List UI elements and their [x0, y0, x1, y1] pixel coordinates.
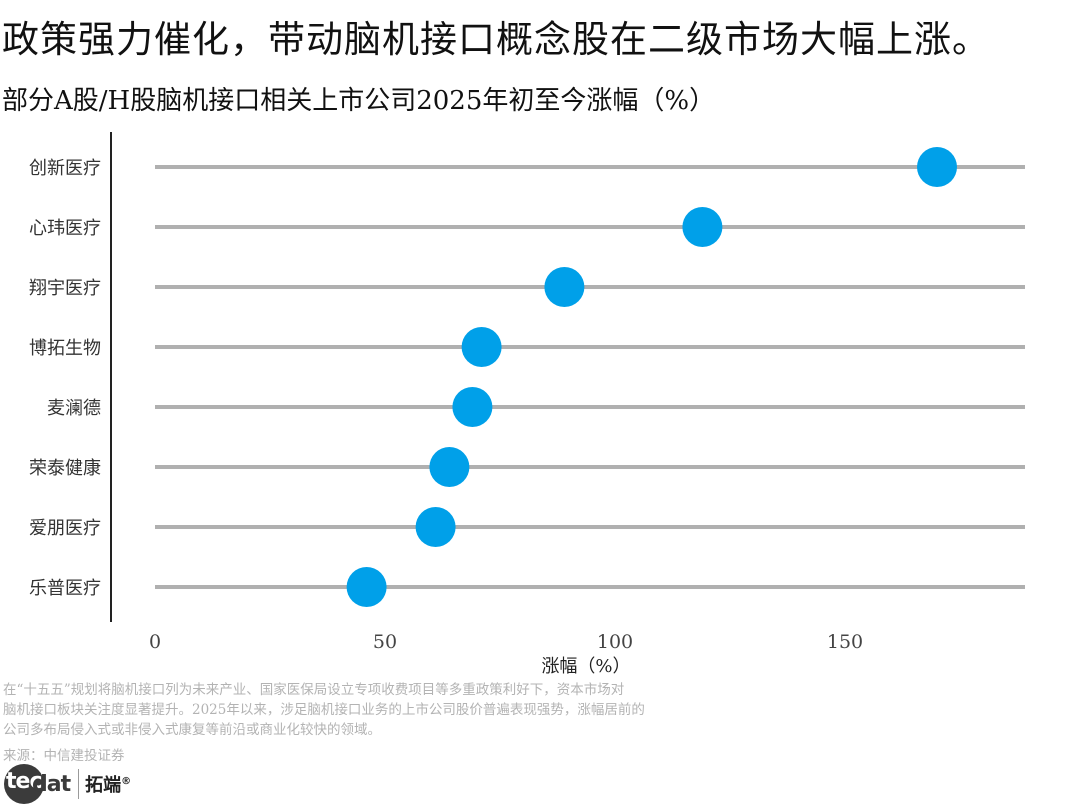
chart-row: 荣泰健康 [29, 447, 1025, 487]
y-tick-label: 心玮医疗 [29, 218, 101, 239]
data-point [461, 327, 502, 367]
footnote-line-1: 在“十五五”规划将脑机接口列为未来产业、国家医保局设立专项收费项目等多重政策利好… [3, 682, 625, 698]
chart-row: 翔宇医疗 [29, 267, 1025, 307]
logo-cn-name: 拓端 [85, 775, 122, 796]
page-title: 政策强力催化，带动脑机接口概念股在二级市场大幅上涨。 [2, 18, 990, 61]
y-tick-label: 乐普医疗 [29, 578, 101, 599]
data-point [415, 507, 456, 547]
source-note: 来源：中信建投证券 [3, 748, 125, 764]
y-tick-label: 创新医疗 [29, 158, 101, 179]
chart-row: 爱朋医疗 [29, 507, 1025, 547]
footnote: 在“十五五”规划将脑机接口列为未来产业、国家医保局设立专项收费项目等多重政策利好… [3, 680, 723, 740]
logo-tec-text: tec [6, 769, 42, 794]
chart-row: 心玮医疗 [29, 207, 1025, 247]
footnote-line-3: 公司多布局侵入式或非侵入式康复等前沿或商业化较快的领域。 [3, 722, 381, 738]
data-point [429, 447, 470, 487]
x-tick-label: 150 [827, 631, 863, 653]
data-point [544, 267, 585, 307]
chart-row: 博拓生物 [29, 327, 1025, 367]
data-point [452, 387, 493, 427]
chart-row: 创新医疗 [29, 147, 1025, 187]
chart-row: 乐普医疗 [29, 567, 1025, 607]
y-tick-label: 翔宇医疗 [29, 278, 101, 299]
y-tick-label: 博拓生物 [29, 338, 101, 359]
y-tick-label: 爱朋医疗 [29, 518, 101, 539]
brand-logo: tec dat 拓端® [4, 764, 131, 804]
footnote-line-2: 脑机接口板块关注度显著提升。2025年以来，涉足脑机接口业务的上市公司股价普遍表… [3, 702, 645, 718]
x-tick-label: 100 [597, 631, 633, 653]
chart-subtitle: 部分A股/H股脑机接口相关上市公司2025年初至今涨幅（%） [2, 86, 716, 116]
logo-cn-text: 拓端® [85, 771, 131, 797]
y-tick-label: 麦澜德 [47, 398, 101, 419]
y-tick-label: 荣泰健康 [29, 458, 101, 479]
chart-row: 麦澜德 [47, 387, 1025, 427]
x-axis-label: 涨幅（%） [541, 656, 630, 677]
logo-circle-icon [4, 764, 44, 804]
data-point [917, 147, 957, 187]
logo-registered-mark: ® [121, 776, 132, 787]
logo-dat-text: dat [32, 771, 71, 797]
x-tick-label: 50 [373, 631, 397, 653]
logo-divider [78, 769, 80, 799]
data-point [682, 207, 723, 247]
x-tick-label: 0 [149, 631, 161, 653]
data-point [346, 567, 387, 607]
